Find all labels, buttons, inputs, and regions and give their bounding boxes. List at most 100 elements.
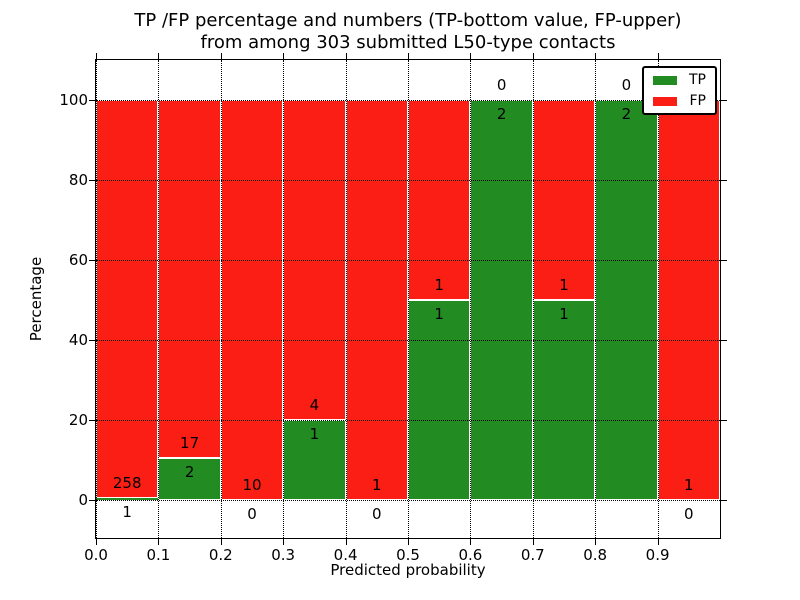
- x-tick: [595, 539, 597, 545]
- y-tick: [89, 340, 95, 341]
- gridline-v: [96, 60, 97, 538]
- fp-count-label: 258: [112, 474, 142, 493]
- tp-count-label: 2: [184, 462, 195, 481]
- gridline-v: [595, 60, 597, 538]
- x-tick-label: 0.8: [583, 546, 608, 564]
- x-tick: [470, 539, 472, 545]
- x-axis-label: Predicted probability: [330, 561, 486, 579]
- x-tick: [96, 539, 97, 545]
- y-tick-label: 60: [68, 251, 88, 269]
- x-tick-top: [158, 53, 160, 59]
- tp-count-label: 1: [559, 305, 569, 323]
- bar-fp: [408, 100, 471, 300]
- legend-item-fp: FP: [653, 94, 706, 108]
- x-tick-top: [283, 53, 285, 59]
- gridline-v: [408, 60, 409, 538]
- x-tick-top: [532, 53, 534, 59]
- y-tick-right: [721, 420, 727, 421]
- x-tick-label: 0.9: [645, 546, 670, 564]
- tp-count-label: 2: [621, 105, 632, 123]
- legend-label-fp: FP: [689, 93, 707, 109]
- x-tick: [158, 539, 160, 545]
- bar-fp: [220, 100, 284, 500]
- x-tick-label: 0.6: [458, 546, 483, 564]
- fp-count-label: 10: [242, 476, 262, 494]
- x-tick-top: [96, 53, 97, 59]
- x-tick-label: 0.1: [146, 546, 171, 564]
- y-axis-label: Percentage: [27, 256, 45, 342]
- gridline-v: [532, 60, 534, 538]
- bar-tp: [283, 420, 346, 500]
- y-tick: [89, 500, 95, 501]
- chart-title-line-1: TP /FP percentage and numbers (TP-bottom…: [134, 10, 682, 31]
- y-tick-label: 20: [68, 411, 88, 429]
- bar-fp: [532, 100, 596, 300]
- bar-tp: [408, 300, 471, 500]
- x-tick-label: 0.0: [84, 546, 108, 564]
- tp-count-label: 1: [122, 503, 132, 522]
- y-tick-label: 40: [68, 331, 88, 349]
- bar-fp: [96, 100, 159, 499]
- gridline-v: [345, 60, 347, 538]
- x-tick: [408, 539, 409, 545]
- x-tick: [532, 539, 534, 545]
- plot-area: TP FP 258 1 17 2 10 0 4 1 1 0 1 1 0 2 1 1 0 2 1 0: [95, 59, 721, 539]
- fp-count-label: 4: [309, 396, 320, 414]
- y-tick: [89, 260, 95, 261]
- x-tick: [220, 539, 222, 545]
- fp-count-label: 0: [621, 76, 632, 94]
- y-tick-label: 0: [78, 491, 88, 509]
- bar-tp: [532, 300, 596, 500]
- y-tick-right: [721, 180, 727, 181]
- legend-label-tp: TP: [689, 72, 706, 88]
- gridline-v: [470, 60, 472, 538]
- x-tick-top: [408, 53, 409, 59]
- gridline-v: [657, 60, 659, 538]
- y-tick: [89, 180, 95, 181]
- y-tick: [89, 100, 95, 101]
- y-tick-label: 100: [59, 91, 88, 109]
- fp-count-label: 1: [372, 476, 382, 494]
- bar-fp: [657, 100, 720, 500]
- tp-count-label: 1: [309, 425, 320, 443]
- y-tick-label: 80: [68, 171, 88, 189]
- legend-item-tp: TP: [653, 73, 706, 87]
- gridline-v: [283, 60, 285, 538]
- tp-count-label: 1: [434, 305, 444, 323]
- x-tick-label: 0.7: [520, 546, 545, 564]
- x-tick-top: [470, 53, 472, 59]
- x-tick-label: 0.5: [396, 546, 420, 564]
- fp-swatch: [653, 96, 677, 106]
- bar-tp: [470, 100, 533, 500]
- x-tick: [345, 539, 347, 545]
- y-tick-right: [721, 100, 727, 101]
- tp-count-label: 0: [372, 505, 382, 523]
- x-tick: [283, 539, 285, 545]
- fp-count-label: 17: [180, 433, 200, 452]
- fp-count-label: 0: [496, 76, 507, 94]
- chart-title-line-2: from among 303 submitted L50-type contac…: [200, 32, 616, 53]
- bar-fp: [345, 100, 408, 500]
- tp-count-label: 2: [496, 105, 507, 123]
- y-tick: [89, 420, 95, 421]
- chart-title: TP /FP percentage and numbers (TP-bottom…: [96, 10, 720, 54]
- bar-fp: [158, 100, 221, 458]
- bar-tp: [595, 100, 658, 500]
- bar-tp: [96, 498, 159, 500]
- gridline-v: [158, 60, 160, 538]
- x-tick-top: [595, 53, 597, 59]
- tp-count-label: 0: [247, 505, 257, 523]
- x-tick: [657, 539, 659, 545]
- x-tick-label: 0.4: [333, 546, 358, 564]
- tp-count-label: 0: [684, 505, 694, 523]
- x-tick-label: 0.3: [271, 546, 296, 564]
- gridline-v: [220, 60, 222, 538]
- legend: TP FP: [642, 66, 717, 115]
- fp-count-label: 1: [684, 476, 694, 494]
- x-tick-top: [220, 53, 222, 59]
- y-tick-right: [721, 500, 727, 501]
- x-tick-label: 0.2: [208, 546, 233, 564]
- x-tick-top: [345, 53, 347, 59]
- x-tick-top: [657, 53, 659, 59]
